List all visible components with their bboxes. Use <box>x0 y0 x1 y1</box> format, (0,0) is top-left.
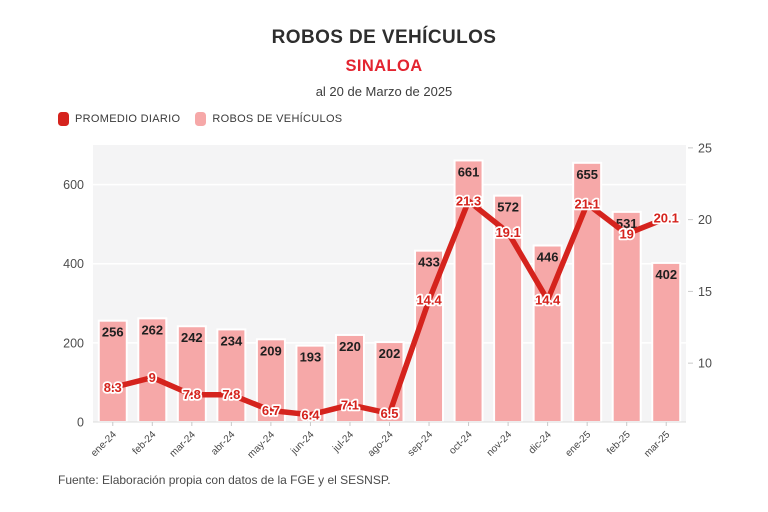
source-note: Fuente: Elaboración propia con datos de … <box>58 473 391 487</box>
promedio-diario-line <box>110 198 669 418</box>
chart-legend: PROMEDIO DIARIO ROBOS DE VEHÍCULOS <box>58 112 342 126</box>
right-axis-tick-label: 25 <box>698 141 712 155</box>
line-value-label: 8.3 <box>104 380 122 395</box>
left-axis-tick-label: 200 <box>63 336 84 350</box>
legend-item-robos-de-vehiculos: ROBOS DE VEHÍCULOS <box>195 112 342 126</box>
x-axis-label: dic-24 <box>527 429 554 456</box>
line-value-label: 6.7 <box>262 403 280 418</box>
page-subtitle: SINALOA <box>345 57 423 75</box>
bar-mar-25 <box>651 261 682 423</box>
x-axis-label: sep-24 <box>406 429 436 459</box>
bar-value-label: 234 <box>221 333 243 348</box>
line-value-label: 6.5 <box>380 406 398 421</box>
left-axis-tick-label: 400 <box>63 257 84 271</box>
x-axis-label: abr-24 <box>209 429 238 458</box>
bar-value-label: 661 <box>458 164 480 179</box>
legend-swatch-bar-series <box>195 112 207 126</box>
line-value-label: 19 <box>619 226 633 241</box>
right-axis-tick-label: 15 <box>698 285 712 299</box>
line-value-label: 7.8 <box>222 387 240 402</box>
x-axis-label: mar-25 <box>642 429 672 459</box>
line-value-label: 9 <box>149 370 156 385</box>
bar-value-label: 572 <box>497 200 519 215</box>
line-value-label: 14.4 <box>535 293 561 308</box>
x-axis-label: ene-25 <box>563 429 593 459</box>
page-title: ROBOS DE VEHÍCULOS <box>271 27 497 48</box>
line-value-label: 21.1 <box>575 196 600 211</box>
line-value-label: 6.4 <box>301 407 320 422</box>
legend-swatch-line-series <box>58 112 69 126</box>
x-axis-label: ago-24 <box>366 429 396 459</box>
x-axis-label: ene-24 <box>89 429 119 459</box>
x-axis-label: jul-24 <box>330 429 356 455</box>
line-value-label: 19.1 <box>495 225 520 240</box>
x-axis-label: mar-24 <box>168 429 198 459</box>
bar-value-label: 242 <box>181 330 203 345</box>
bar-value-label: 220 <box>339 339 361 354</box>
x-axis-label: feb-24 <box>131 429 159 457</box>
x-axis-label: may-24 <box>246 429 278 461</box>
x-axis-label: jun-24 <box>288 429 316 457</box>
line-value-label: 7.8 <box>183 387 201 402</box>
line-value-label: 14.4 <box>416 293 442 308</box>
bar-value-label: 655 <box>576 167 598 182</box>
bar-value-label: 256 <box>102 325 124 340</box>
left-axis-tick-label: 0 <box>77 416 84 430</box>
line-value-label: 7.1 <box>341 397 359 412</box>
legend-label: ROBOS DE VEHÍCULOS <box>212 113 343 125</box>
legend-label: PROMEDIO DIARIO <box>75 113 181 125</box>
bar-value-label: 446 <box>537 250 559 265</box>
bar-value-label: 209 <box>260 343 282 358</box>
line-value-label: 20.1 <box>654 211 679 226</box>
bar-value-label: 193 <box>300 350 322 365</box>
period-note: al 20 de Marzo de 2025 <box>315 84 453 99</box>
line-value-label: 21.3 <box>456 193 481 208</box>
legend-item-promedio-diario: PROMEDIO DIARIO <box>58 112 180 126</box>
bar-value-label: 262 <box>141 322 163 337</box>
bar-feb-25 <box>611 210 642 423</box>
bar-value-label: 402 <box>655 267 677 282</box>
x-axis-label: feb-25 <box>605 429 633 457</box>
bar-value-label: 433 <box>418 255 440 270</box>
bar-feb-24 <box>137 317 168 423</box>
x-axis-label: nov-24 <box>485 429 515 459</box>
bar-ene-24 <box>97 319 128 423</box>
left-axis-tick-label: 600 <box>63 178 84 192</box>
bar-abr-24 <box>216 328 247 424</box>
right-axis-tick-label: 10 <box>698 357 712 371</box>
bar-value-label: 202 <box>379 346 401 361</box>
right-axis-tick-label: 20 <box>698 213 712 227</box>
x-axis-label: oct-24 <box>447 429 475 457</box>
bar-mar-24 <box>176 325 207 424</box>
